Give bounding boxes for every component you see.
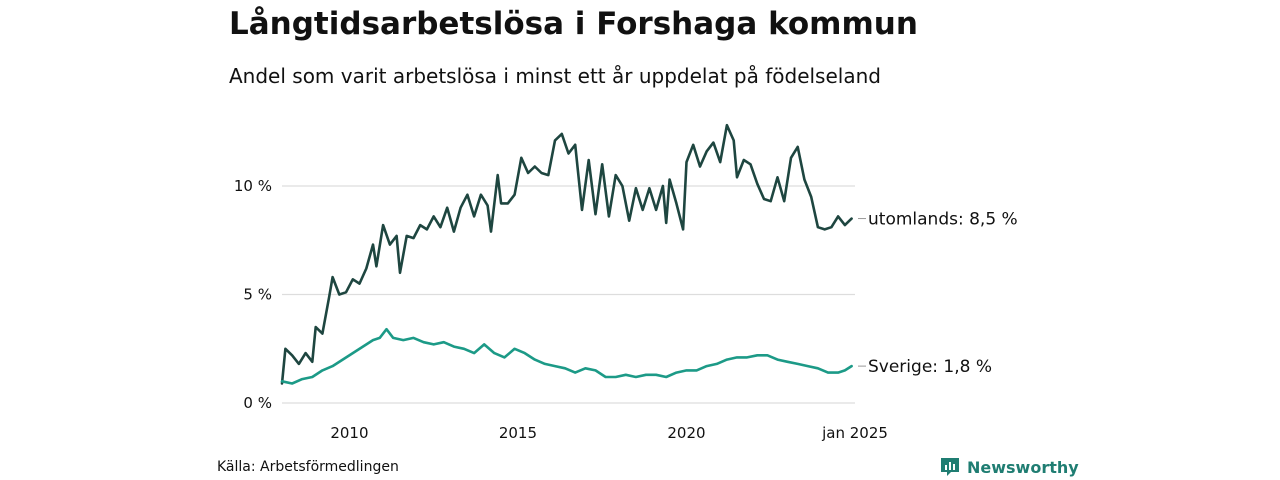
x-tick-label: jan 2025: [821, 424, 888, 442]
chart-title: Långtidsarbetslösa i Forshaga kommun: [229, 6, 918, 42]
brand-logo: Newsworthy: [939, 456, 1079, 478]
y-axis-ticks: 0 % 5 % 10 %: [234, 177, 272, 412]
end-label-utomlands: utomlands: 8,5 %: [868, 210, 1018, 230]
y-tick-label: 0 %: [243, 394, 272, 412]
chart-subtitle: Andel som varit arbetslösa i minst ett å…: [229, 64, 881, 88]
x-axis-ticks: 2010 2015 2020 jan 2025: [330, 424, 888, 442]
x-tick-label: 2010: [330, 424, 368, 442]
newsworthy-icon: [941, 458, 959, 476]
series-line-utomlands: [280, 123, 853, 385]
y-tick-label: 5 %: [243, 286, 272, 304]
x-tick-label: 2020: [667, 424, 705, 442]
end-labels: utomlands: 8,5 % Sverige: 1,8 %: [858, 210, 1018, 377]
series-lines: [280, 123, 853, 385]
y-tick-label: 10 %: [234, 177, 272, 195]
brand-name: Newsworthy: [967, 457, 1079, 477]
x-tick-label: 2015: [499, 424, 537, 442]
end-label-sverige: Sverige: 1,8 %: [868, 357, 992, 377]
source-note: Källa: Arbetsförmedlingen: [217, 459, 399, 475]
series-line-sverige: [280, 327, 853, 385]
